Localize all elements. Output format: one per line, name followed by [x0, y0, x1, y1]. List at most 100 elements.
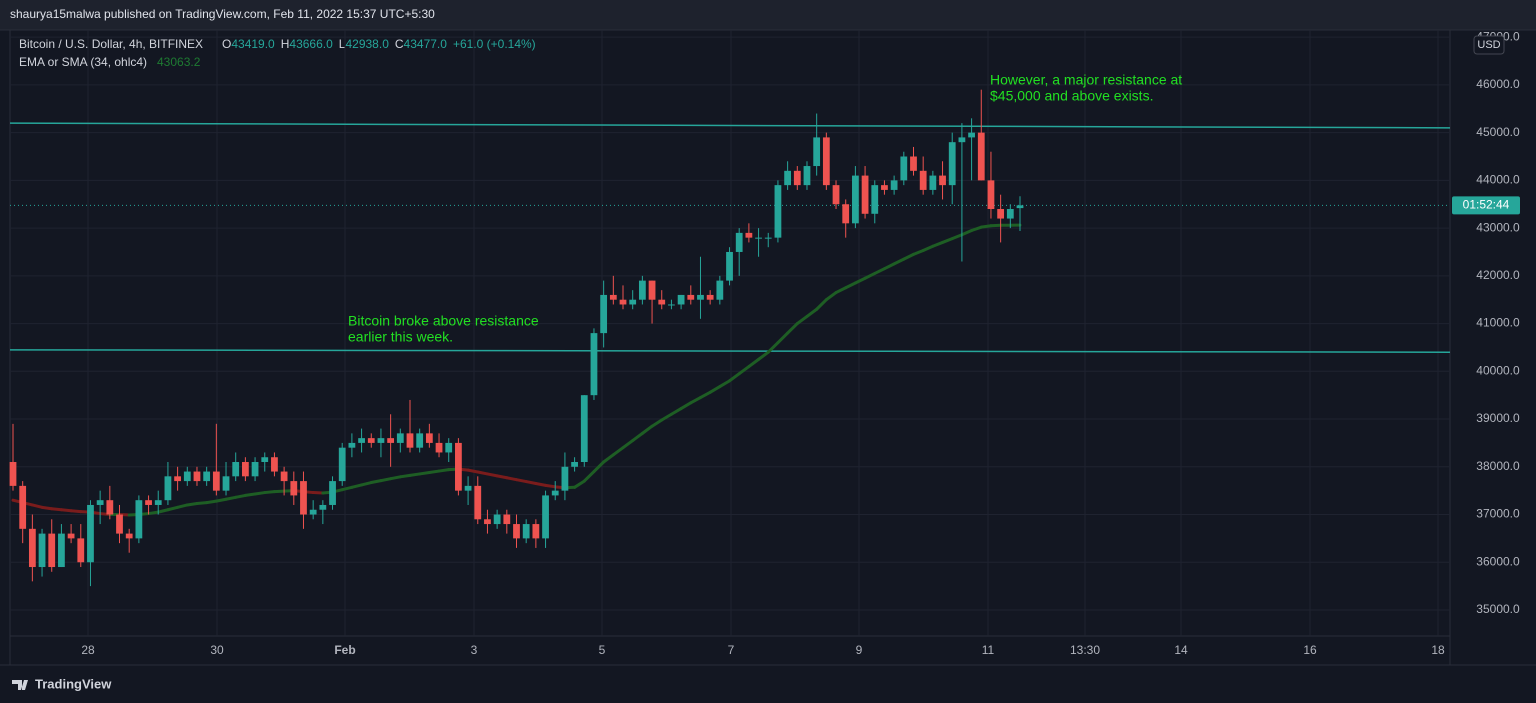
candle-body [271, 457, 278, 472]
annotation: Bitcoin broke above resistance [348, 313, 539, 329]
ema-segment [698, 390, 712, 400]
candle-body [193, 471, 201, 482]
candle-body [881, 185, 888, 190]
ema-segment [40, 505, 54, 511]
candle-body [513, 524, 520, 539]
candle-body [561, 466, 569, 491]
y-tick-label: 45000.0 [1476, 125, 1520, 139]
ema-segment [156, 508, 170, 514]
annotation: $45,000 and above exists. [990, 88, 1153, 104]
ema-segment [243, 492, 257, 497]
ema-segment [602, 453, 615, 464]
candle-body [735, 232, 743, 252]
candle-body [241, 462, 249, 477]
candle-body [261, 457, 269, 463]
ema-segment [931, 240, 945, 248]
ema-segment [873, 267, 886, 275]
candle-body [977, 132, 985, 181]
ema-segment [485, 472, 499, 478]
ohlc-label: L [339, 37, 346, 51]
candle-body [522, 524, 530, 539]
header-bar [0, 0, 1536, 30]
ema-segment [689, 396, 702, 405]
ema-segment [195, 501, 209, 506]
candle-body [484, 519, 491, 525]
ema-segment [592, 460, 606, 474]
candle-body [890, 180, 898, 190]
candle-body [958, 137, 966, 143]
x-tick-label: 28 [81, 643, 95, 657]
ohlc-label: O [222, 37, 231, 51]
resistance-line [9, 122, 1451, 129]
ema-segment [621, 439, 635, 450]
ema-segment [379, 477, 393, 483]
y-tick-label: 36000.0 [1476, 554, 1520, 568]
ema-segment [147, 510, 160, 516]
candle-body [377, 438, 385, 443]
ema-segment [728, 372, 741, 383]
ema-segment [892, 257, 906, 266]
symbol: Bitcoin / U.S. Dollar, 4h, BITFINEX [19, 37, 203, 51]
candle-body [532, 524, 540, 539]
candle-body [832, 185, 840, 205]
annotation: However, a major resistance at [990, 72, 1182, 88]
ema-segment [466, 468, 480, 474]
ema-segment [50, 507, 63, 512]
candle-body [154, 500, 162, 505]
candle-body [822, 137, 830, 186]
ema-segment [737, 365, 751, 376]
candle-body [464, 485, 472, 491]
ema-segment [253, 491, 267, 496]
ema-segment [505, 476, 518, 482]
candle-body [9, 462, 17, 486]
currency-box [1473, 35, 1505, 55]
candle-body [96, 500, 104, 505]
x-tick-label: 30 [210, 643, 224, 657]
candle-body [668, 304, 675, 306]
candle-body [687, 294, 695, 300]
y-tick-label: 37000.0 [1476, 507, 1520, 521]
candle-body [28, 528, 36, 568]
ema-segment [902, 252, 915, 261]
candle-body [551, 490, 559, 496]
ohlc-label: C [395, 37, 404, 51]
candle-body [435, 442, 443, 453]
candle-body [900, 156, 908, 181]
candle-body [619, 299, 627, 305]
x-tick-label: 14 [1174, 643, 1188, 657]
candle-body [939, 175, 946, 186]
candle-body [358, 438, 365, 443]
candle-body [629, 299, 637, 305]
y-tick-label: 35000.0 [1476, 602, 1520, 616]
ema-segment [747, 357, 761, 369]
ema-segment [708, 385, 722, 394]
ema-segment [427, 469, 441, 475]
candle-body [251, 462, 259, 477]
x-tick-label: 18 [1431, 643, 1445, 657]
x-tick-label: 16 [1303, 643, 1317, 657]
ema-segment [369, 479, 383, 485]
candle-body [222, 476, 230, 491]
y-tick-label: 44000.0 [1476, 173, 1520, 187]
candle-body [852, 175, 859, 224]
candle-body [677, 294, 685, 305]
candle-body [638, 280, 646, 300]
ema-segment [979, 224, 993, 229]
ema-segment [263, 490, 276, 495]
candle-body [48, 533, 56, 568]
candle-body [774, 185, 782, 238]
x-tick-label: 5 [599, 643, 606, 657]
candle-body [871, 185, 879, 214]
candle-body [803, 166, 811, 186]
ema-segment [950, 233, 964, 241]
ema-segment [360, 481, 373, 487]
candle-body [571, 462, 578, 467]
candle-body [764, 237, 772, 239]
ema-segment [815, 298, 828, 311]
header-text: shaurya15malwa published on TradingView.… [10, 7, 435, 21]
ema-segment [921, 244, 935, 253]
candle-body [87, 504, 94, 563]
candle-body [503, 514, 511, 525]
candle-body [609, 294, 617, 300]
